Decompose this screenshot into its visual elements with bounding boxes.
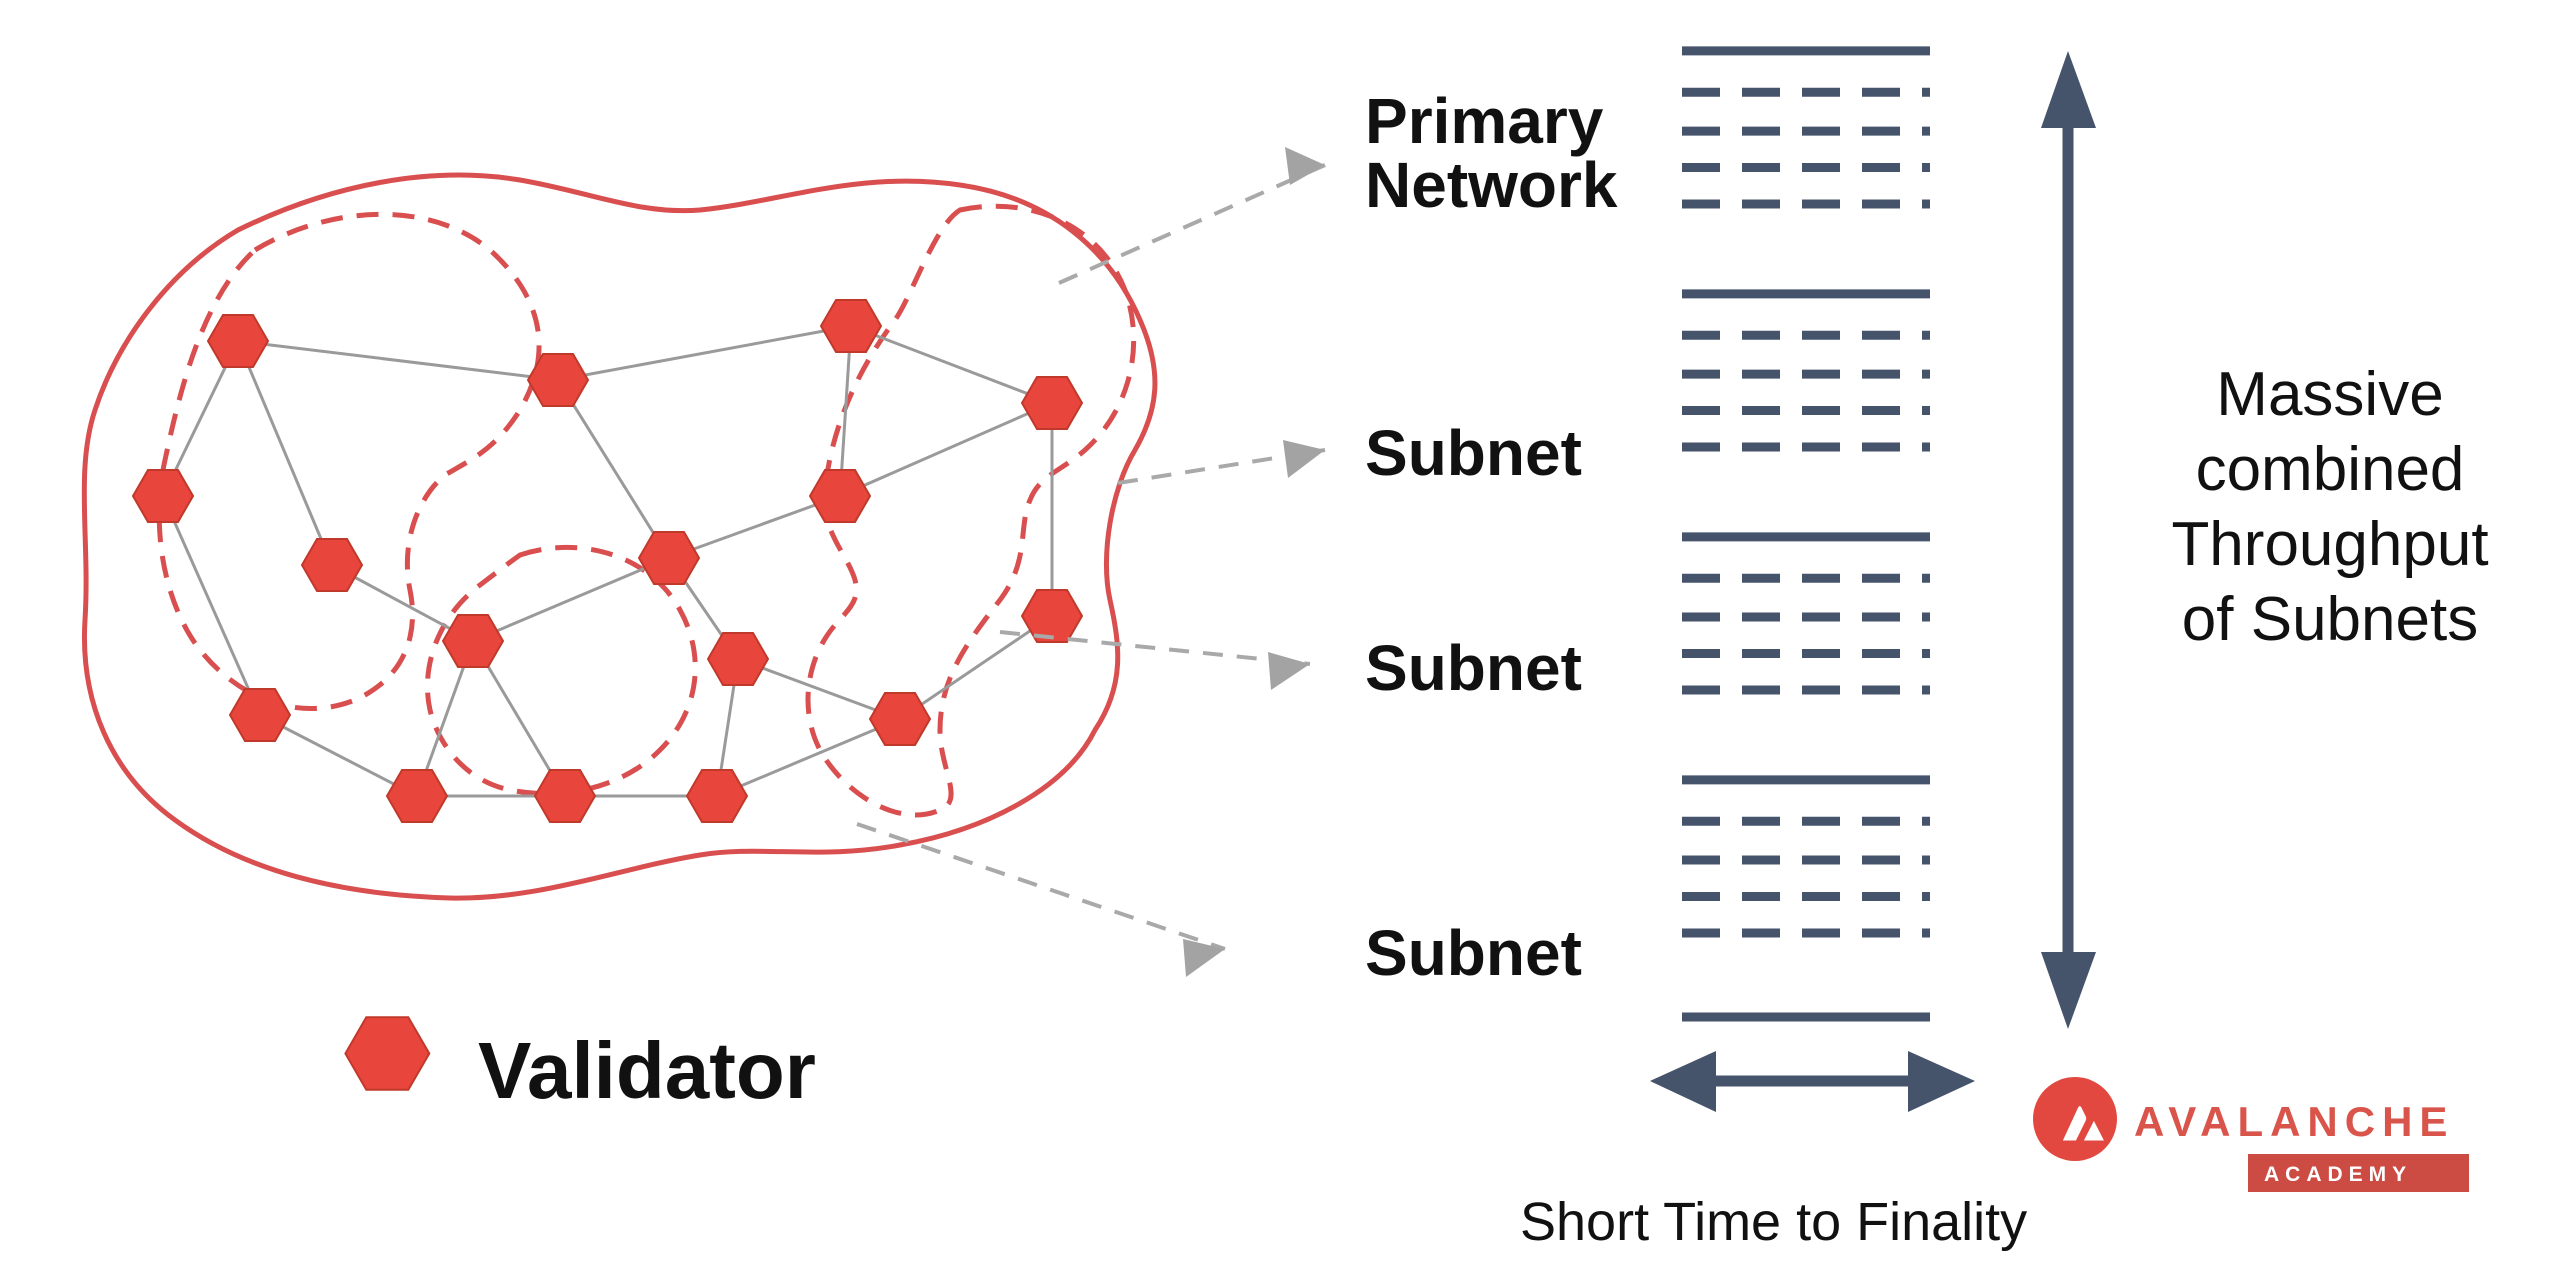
svg-text:Validator: Validator	[478, 1026, 816, 1115]
svg-text:Network: Network	[1365, 149, 1618, 221]
svg-text:Subnet: Subnet	[1365, 917, 1582, 989]
svg-text:Subnet: Subnet	[1365, 632, 1582, 704]
svg-text:Primary: Primary	[1365, 85, 1604, 157]
svg-text:of Subnets: of Subnets	[2182, 585, 2478, 654]
svg-text:AVALANCHE: AVALANCHE	[2134, 1098, 2454, 1145]
svg-text:Massive: Massive	[2216, 360, 2443, 429]
svg-text:Subnet: Subnet	[1365, 417, 1582, 489]
svg-text:combined: combined	[2196, 435, 2465, 504]
svg-text:ACADEMY: ACADEMY	[2264, 1163, 2412, 1186]
svg-text:Short Time to Finality: Short Time to Finality	[1520, 1192, 2027, 1252]
svg-text:Throughput: Throughput	[2171, 510, 2488, 579]
